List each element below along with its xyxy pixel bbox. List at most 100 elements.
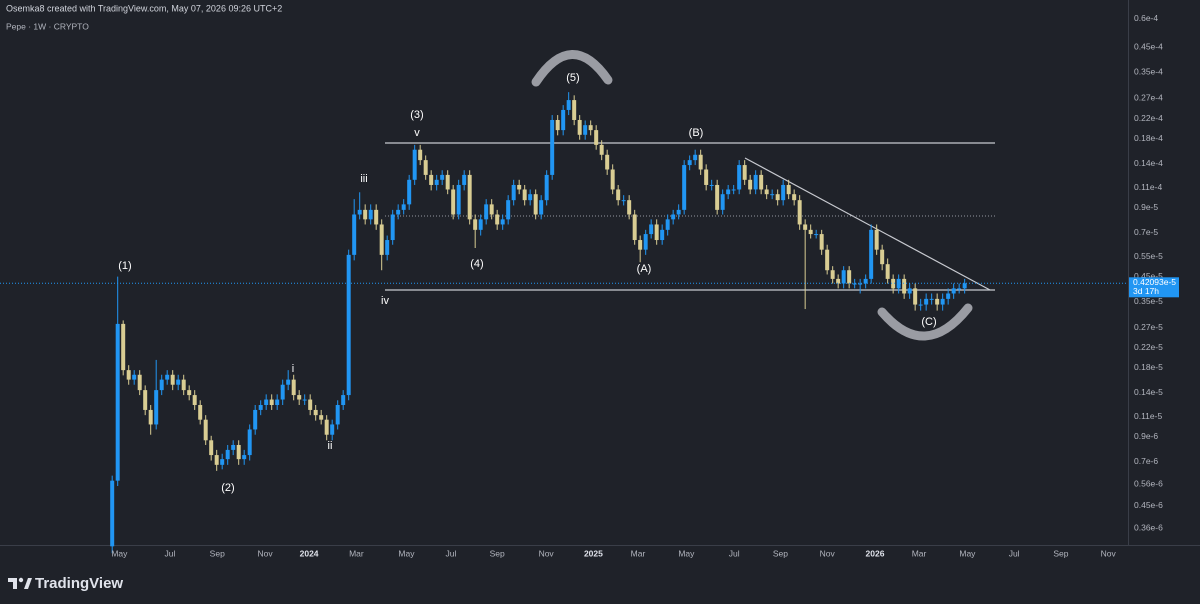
candle-body xyxy=(401,204,406,210)
candle-body xyxy=(544,174,549,201)
wave-label: iii xyxy=(360,173,367,185)
candle-body xyxy=(533,194,538,215)
x-tick-label: May xyxy=(398,548,415,558)
candle-body xyxy=(115,323,120,481)
x-tick-label: May xyxy=(678,548,695,558)
brand: TradingView xyxy=(35,575,123,592)
candle-body xyxy=(489,204,494,215)
y-tick-label: 0.36e-6 xyxy=(1134,522,1163,532)
candle-body xyxy=(682,165,687,210)
candle-body xyxy=(363,209,368,220)
candle-body xyxy=(627,200,632,215)
candle-body xyxy=(885,264,890,279)
candle-body xyxy=(418,149,423,161)
candle-body xyxy=(808,229,813,235)
candle-body xyxy=(797,200,802,225)
candle-body xyxy=(962,283,967,289)
candle-body xyxy=(698,154,703,170)
candle-body xyxy=(187,390,192,396)
candle-body xyxy=(313,409,318,416)
y-tick-label: 0.45e-4 xyxy=(1134,42,1163,52)
candle-body xyxy=(297,395,302,400)
y-tick-label: 0.18e-5 xyxy=(1134,362,1163,372)
y-tick-label: 0.27e-5 xyxy=(1134,322,1163,332)
logo-mark xyxy=(24,578,32,589)
candle-body xyxy=(176,379,181,385)
candle-body xyxy=(253,409,258,430)
y-tick-label: 0.35e-5 xyxy=(1134,296,1163,306)
candle-body xyxy=(786,184,791,195)
candle-body xyxy=(643,234,648,250)
candle-body xyxy=(374,209,379,225)
candle-body xyxy=(858,283,863,285)
candle-body xyxy=(907,288,912,294)
candle-body xyxy=(473,219,478,230)
candle-body xyxy=(539,200,544,215)
candle-body xyxy=(247,429,252,456)
candle-body xyxy=(621,200,626,202)
candle-body xyxy=(731,189,736,191)
candle-body xyxy=(203,419,208,441)
candle-body xyxy=(665,219,670,230)
candle-body xyxy=(918,304,923,306)
candle-body xyxy=(522,189,527,201)
candle-body xyxy=(940,298,945,305)
candle-body xyxy=(764,189,769,195)
x-tick-label: Sep xyxy=(210,548,225,558)
candle-body xyxy=(803,224,808,230)
candle-body xyxy=(220,459,225,465)
candle-body xyxy=(412,149,417,180)
candle-body xyxy=(484,204,489,220)
y-tick-label: 0.7e-6 xyxy=(1134,456,1158,466)
y-tick-label: 0.7e-5 xyxy=(1134,227,1158,237)
candle-body xyxy=(517,184,522,190)
candle-body xyxy=(385,240,390,255)
candle-body xyxy=(126,370,131,380)
candle-body xyxy=(759,174,764,190)
wave-label: (2) xyxy=(221,482,234,494)
x-tick-label: Jul xyxy=(446,548,457,558)
candle-body xyxy=(781,184,786,201)
candle-body xyxy=(495,214,500,225)
candle-body xyxy=(214,455,219,465)
candle-body xyxy=(456,184,461,215)
candle-body xyxy=(269,399,274,406)
candle-body xyxy=(275,399,280,406)
candle-body xyxy=(847,270,852,284)
candle-body xyxy=(742,165,747,180)
candle-body xyxy=(291,379,296,396)
candle-body xyxy=(891,278,896,289)
candle-body xyxy=(148,409,153,425)
candle-body xyxy=(423,160,428,175)
candle-body xyxy=(242,455,247,460)
candle-body xyxy=(511,184,516,201)
candle-body xyxy=(231,444,236,450)
x-tick-label: Sep xyxy=(773,548,788,558)
candle-body xyxy=(258,405,263,410)
candle-body xyxy=(379,224,384,255)
wave-label: (1) xyxy=(118,260,131,272)
candle-body xyxy=(330,424,335,435)
candle-body xyxy=(951,288,956,294)
candle-body xyxy=(654,224,659,241)
price-label: 0.42093e-5 xyxy=(1133,277,1176,287)
candle-body xyxy=(814,234,819,236)
candle-body xyxy=(566,100,571,110)
x-tick-label: Jul xyxy=(729,548,740,558)
candle-body xyxy=(434,179,439,185)
candle-body xyxy=(660,229,665,241)
x-tick-label: May xyxy=(111,548,128,558)
wave-label: i xyxy=(292,363,294,375)
candle-body xyxy=(407,179,412,205)
candle-body xyxy=(863,278,868,284)
candle-body xyxy=(280,384,285,400)
candle-body xyxy=(753,174,758,190)
candle-body xyxy=(308,399,313,410)
candle-body xyxy=(792,194,797,201)
logo-mark xyxy=(8,578,17,589)
wave-label: (4) xyxy=(470,258,483,270)
wave-label: (3) xyxy=(410,109,423,121)
wave-label: iv xyxy=(381,295,389,307)
